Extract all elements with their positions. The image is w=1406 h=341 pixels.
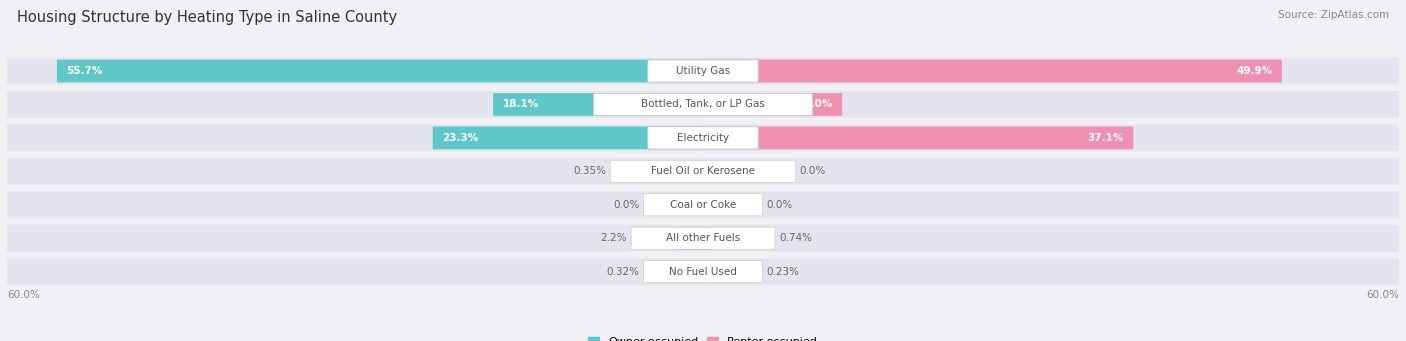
FancyBboxPatch shape — [494, 93, 703, 116]
Text: 0.32%: 0.32% — [606, 267, 640, 277]
FancyBboxPatch shape — [703, 93, 842, 116]
FancyBboxPatch shape — [703, 260, 706, 283]
FancyBboxPatch shape — [703, 60, 1282, 83]
FancyBboxPatch shape — [7, 91, 1399, 118]
FancyBboxPatch shape — [7, 158, 1399, 185]
FancyBboxPatch shape — [7, 124, 1399, 151]
Text: Electricity: Electricity — [676, 133, 730, 143]
FancyBboxPatch shape — [7, 258, 1399, 285]
Text: Utility Gas: Utility Gas — [676, 66, 730, 76]
Text: 55.7%: 55.7% — [66, 66, 103, 76]
FancyBboxPatch shape — [703, 227, 711, 250]
FancyBboxPatch shape — [56, 60, 703, 83]
FancyBboxPatch shape — [648, 60, 758, 82]
Text: No Fuel Used: No Fuel Used — [669, 267, 737, 277]
FancyBboxPatch shape — [631, 227, 775, 249]
Text: 2.2%: 2.2% — [600, 233, 627, 243]
FancyBboxPatch shape — [644, 261, 762, 283]
Text: 0.0%: 0.0% — [613, 200, 640, 210]
FancyBboxPatch shape — [699, 260, 703, 283]
Text: All other Fuels: All other Fuels — [666, 233, 740, 243]
Text: Coal or Coke: Coal or Coke — [669, 200, 737, 210]
Text: Source: ZipAtlas.com: Source: ZipAtlas.com — [1278, 10, 1389, 20]
Text: Fuel Oil or Kerosene: Fuel Oil or Kerosene — [651, 166, 755, 176]
Text: Housing Structure by Heating Type in Saline County: Housing Structure by Heating Type in Sal… — [17, 10, 396, 25]
Text: 23.3%: 23.3% — [441, 133, 478, 143]
FancyBboxPatch shape — [7, 58, 1399, 84]
FancyBboxPatch shape — [593, 93, 813, 116]
FancyBboxPatch shape — [7, 191, 1399, 218]
FancyBboxPatch shape — [699, 160, 703, 183]
Text: 18.1%: 18.1% — [502, 100, 538, 109]
Text: Bottled, Tank, or LP Gas: Bottled, Tank, or LP Gas — [641, 100, 765, 109]
Text: 60.0%: 60.0% — [1367, 290, 1399, 300]
Text: 37.1%: 37.1% — [1088, 133, 1123, 143]
FancyBboxPatch shape — [648, 127, 758, 149]
FancyBboxPatch shape — [433, 127, 703, 149]
FancyBboxPatch shape — [644, 194, 762, 216]
FancyBboxPatch shape — [678, 227, 703, 250]
Text: 60.0%: 60.0% — [7, 290, 39, 300]
Legend: Owner-occupied, Renter-occupied: Owner-occupied, Renter-occupied — [583, 332, 823, 341]
FancyBboxPatch shape — [703, 127, 1133, 149]
FancyBboxPatch shape — [610, 160, 796, 182]
Text: 12.0%: 12.0% — [797, 100, 832, 109]
Text: 0.23%: 0.23% — [766, 267, 800, 277]
FancyBboxPatch shape — [7, 225, 1399, 252]
Text: 0.0%: 0.0% — [800, 166, 827, 176]
Text: 0.35%: 0.35% — [574, 166, 606, 176]
Text: 0.74%: 0.74% — [779, 233, 813, 243]
Text: 49.9%: 49.9% — [1236, 66, 1272, 76]
Text: 0.0%: 0.0% — [766, 200, 793, 210]
